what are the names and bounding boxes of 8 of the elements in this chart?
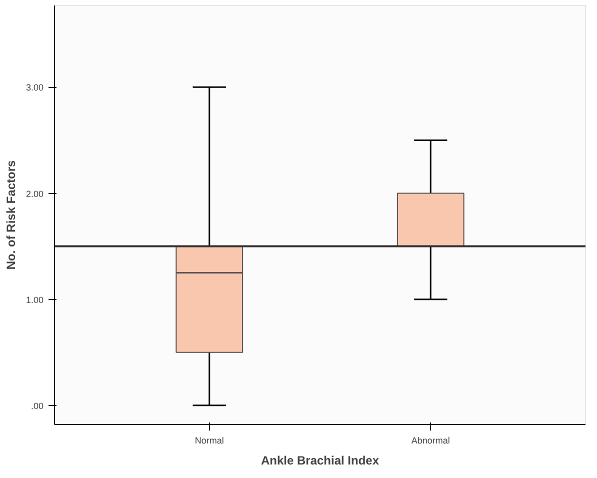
y-tick-label: 1.00 — [26, 294, 44, 305]
x-axis-title: Ankle Brachial Index — [260, 454, 380, 468]
y-tick-label: 3.00 — [26, 82, 44, 93]
y-tick-label: 2.00 — [26, 188, 44, 199]
x-tick-label: Abnormal — [411, 436, 450, 446]
y-tick-label: .00 — [30, 400, 44, 411]
x-tick-label: Normal — [194, 436, 224, 446]
y-axis-title: No. of Risk Factors — [4, 160, 18, 270]
